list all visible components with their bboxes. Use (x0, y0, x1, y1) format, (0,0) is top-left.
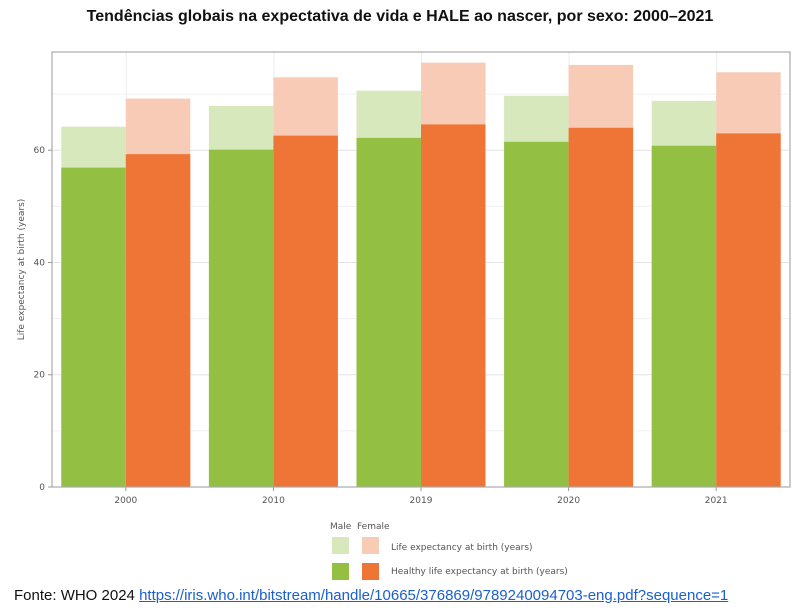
x-tick-label: 2019 (410, 496, 433, 506)
legend-swatch-female-life-expectancy (362, 537, 379, 554)
legend-swatch-male-life-expectancy (332, 537, 349, 554)
bar-female-healthy-life-expectancy (421, 124, 486, 488)
x-tick-label: 2000 (114, 496, 137, 506)
bar-female-healthy-life-expectancy (125, 154, 191, 487)
y-tick-label: 0 (39, 483, 45, 493)
source-link[interactable]: https://iris.who.int/bitstream/handle/10… (139, 587, 729, 604)
y-tick-label: 20 (34, 371, 46, 381)
x-tick-label: 2021 (705, 496, 728, 506)
bar-male-healthy-life-expectancy (61, 167, 126, 488)
bar-female-healthy-life-expectancy (273, 135, 338, 487)
source-prefix: Fonte: WHO 2024 (14, 587, 135, 604)
y-tick-label: 60 (34, 146, 46, 156)
bar-male-healthy-life-expectancy (504, 141, 569, 487)
legend-header-female: Female (357, 522, 390, 532)
legend-swatch-female-healthy-life-expectancy (362, 563, 379, 580)
y-tick-label: 40 (34, 258, 46, 268)
x-tick-label: 2020 (557, 496, 580, 506)
plot-border (51, 51, 791, 488)
bar-male-healthy-life-expectancy (208, 149, 274, 487)
bar-female-healthy-life-expectancy (568, 127, 634, 487)
x-tick-label: 2010 (262, 496, 285, 506)
bar-female-healthy-life-expectancy (716, 133, 781, 488)
chart-title: Tendências globais na expectativa de vid… (86, 8, 714, 25)
legend-label-life-expectancy: Life expectancy at birth (years) (391, 543, 533, 553)
source-note: Fonte: WHO 2024 https://iris.who.int/bit… (14, 587, 728, 604)
bar-male-healthy-life-expectancy (651, 145, 717, 488)
bar-male-healthy-life-expectancy (356, 137, 421, 487)
y-axis-label: Life expectancy at birth (years) (17, 199, 27, 341)
legend-swatch-male-healthy-life-expectancy (332, 563, 349, 580)
legend-label-healthy-life-expectancy: Healthy life expectancy at birth (years) (391, 567, 568, 577)
legend-header-male: Male (330, 522, 352, 532)
